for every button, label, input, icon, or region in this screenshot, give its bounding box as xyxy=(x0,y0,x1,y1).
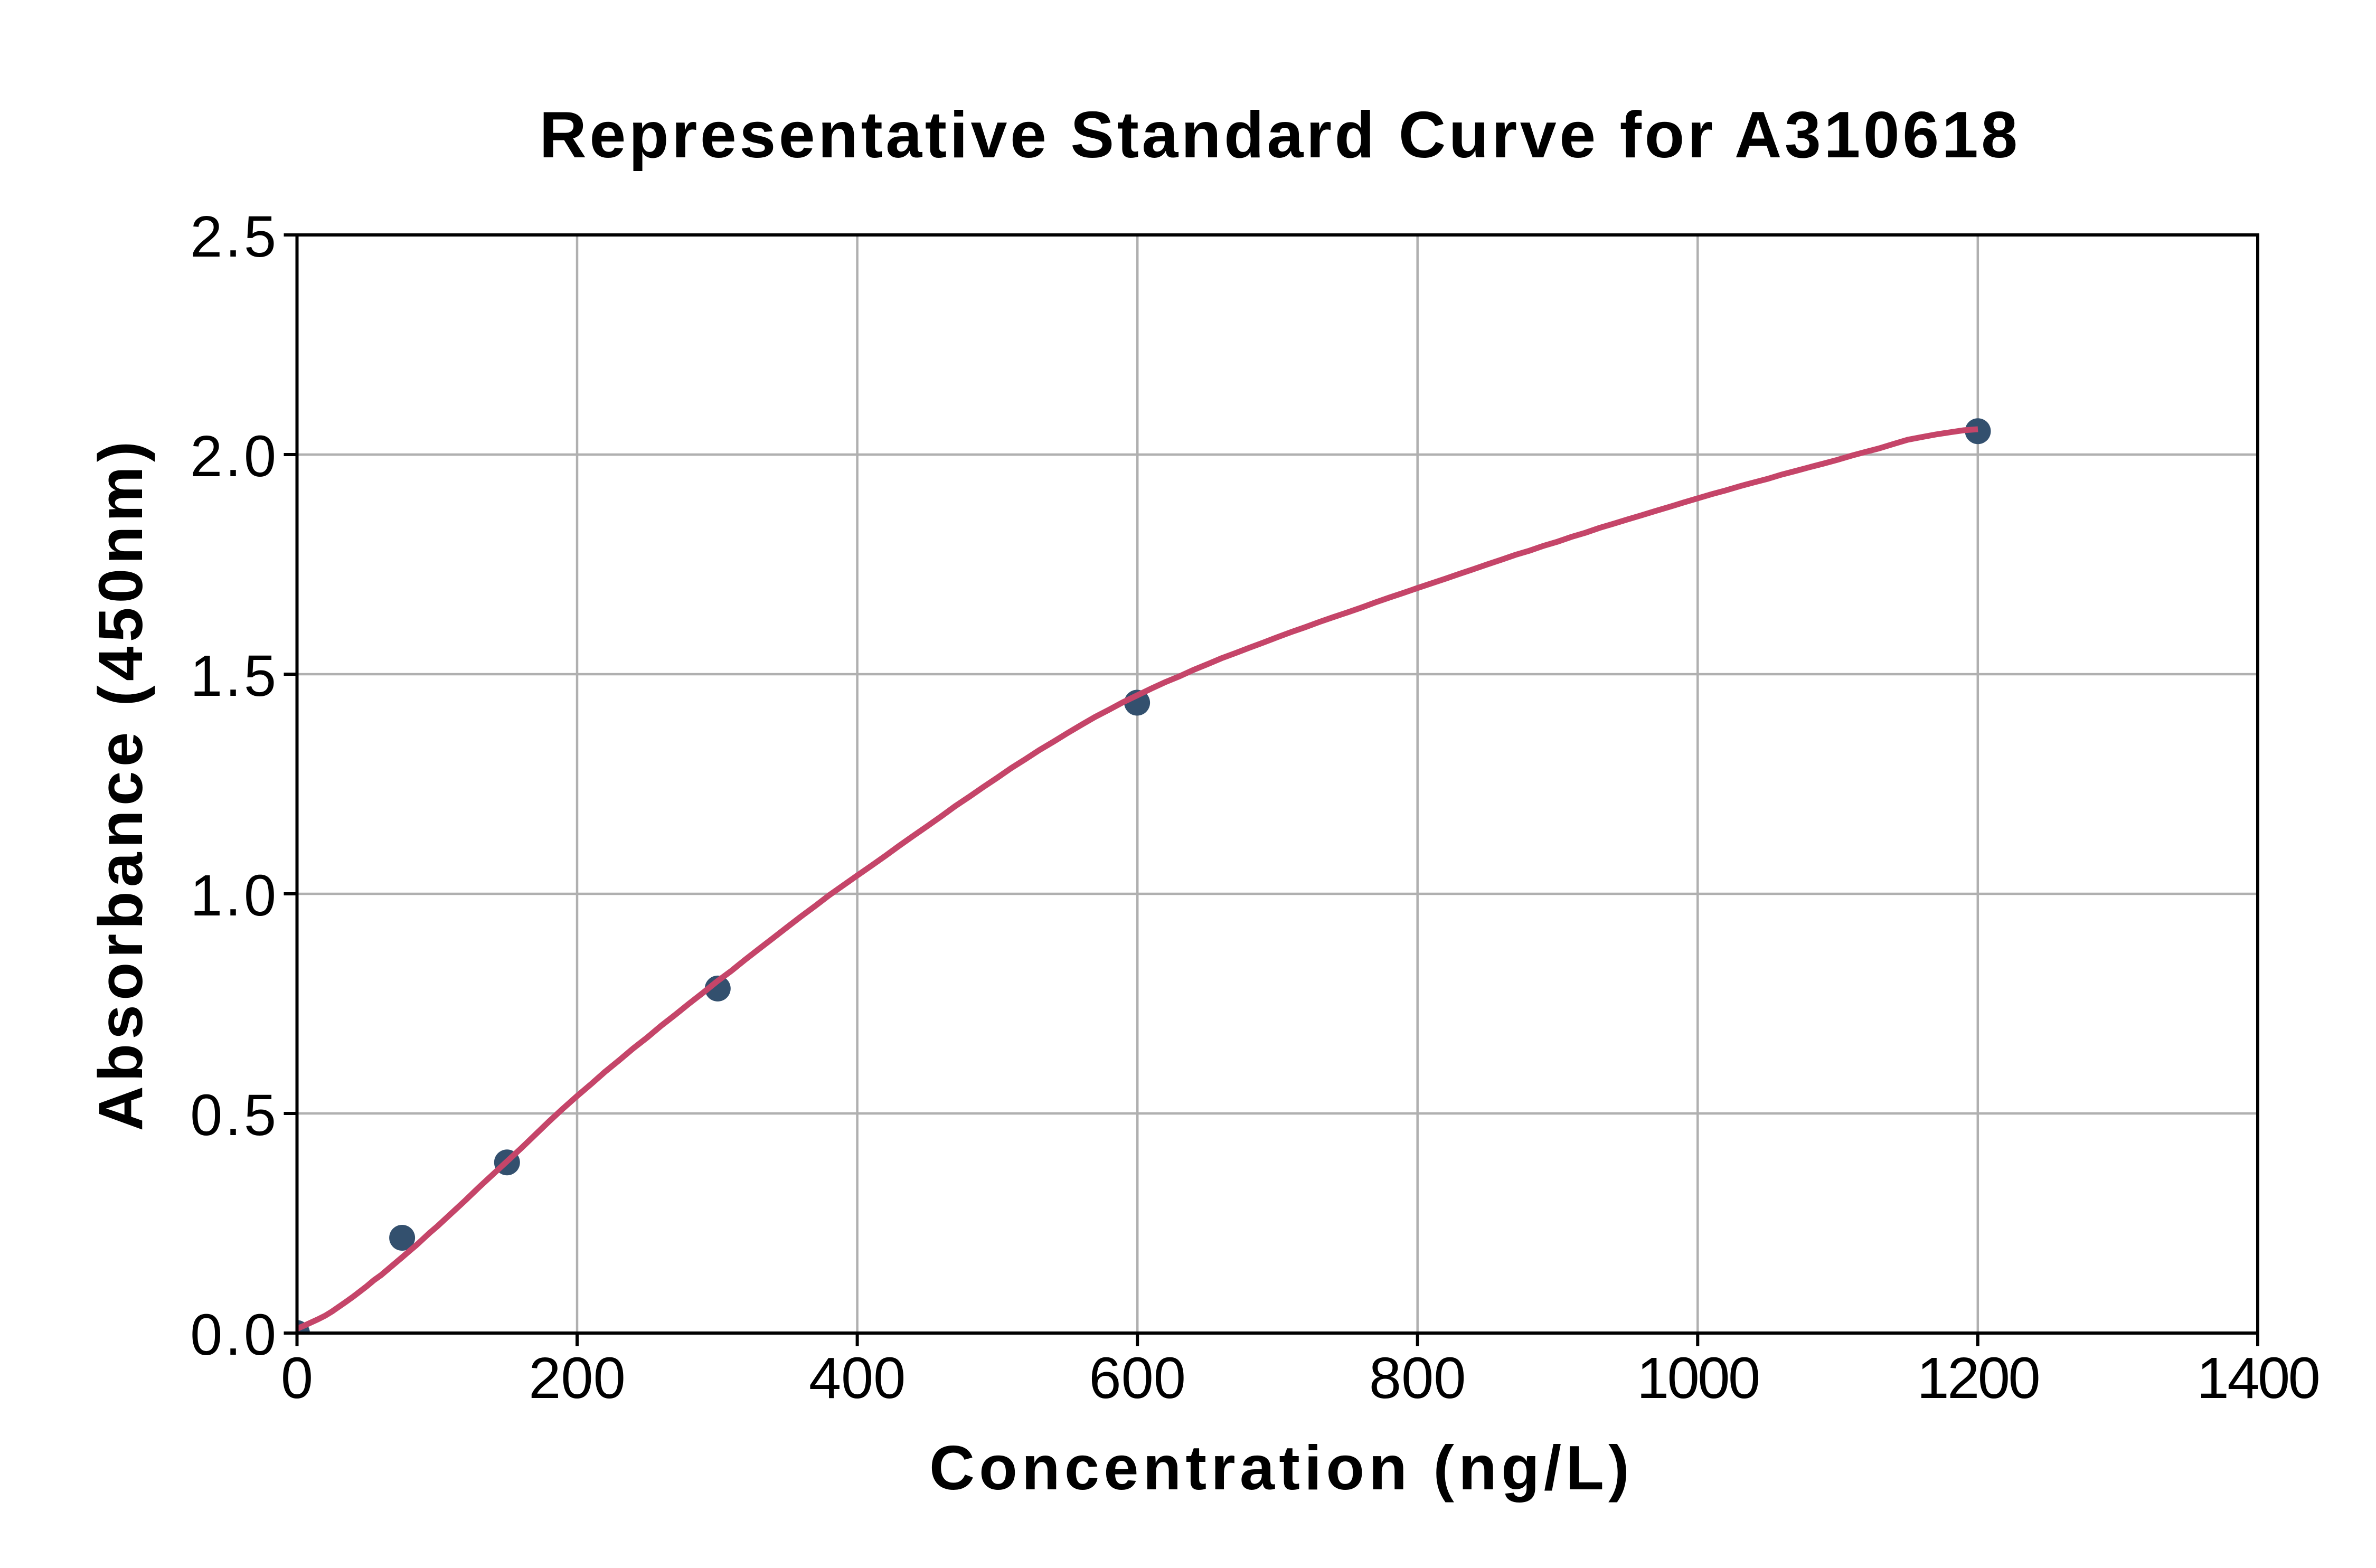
svg-text:1000: 1000 xyxy=(1637,1346,1759,1411)
svg-text:800: 800 xyxy=(1369,1346,1466,1411)
svg-text:0.0: 0.0 xyxy=(190,1302,279,1367)
svg-text:Concentration (ng/L): Concentration (ng/L) xyxy=(929,1433,1634,1503)
svg-text:Absorbance (450nm): Absorbance (450nm) xyxy=(86,437,156,1131)
svg-text:0: 0 xyxy=(281,1346,313,1411)
svg-text:600: 600 xyxy=(1089,1346,1186,1411)
svg-text:1.5: 1.5 xyxy=(190,644,279,709)
svg-text:200: 200 xyxy=(529,1346,626,1411)
svg-text:1.0: 1.0 xyxy=(190,863,279,928)
svg-text:0.5: 0.5 xyxy=(190,1083,279,1148)
svg-text:1400: 1400 xyxy=(2197,1346,2319,1411)
svg-text:2.0: 2.0 xyxy=(190,424,279,489)
svg-text:1200: 1200 xyxy=(1917,1346,2039,1411)
svg-text:Representative Standard Curve: Representative Standard Curve for A31061… xyxy=(539,99,2020,172)
svg-text:400: 400 xyxy=(809,1346,906,1411)
svg-text:2.5: 2.5 xyxy=(190,204,279,269)
